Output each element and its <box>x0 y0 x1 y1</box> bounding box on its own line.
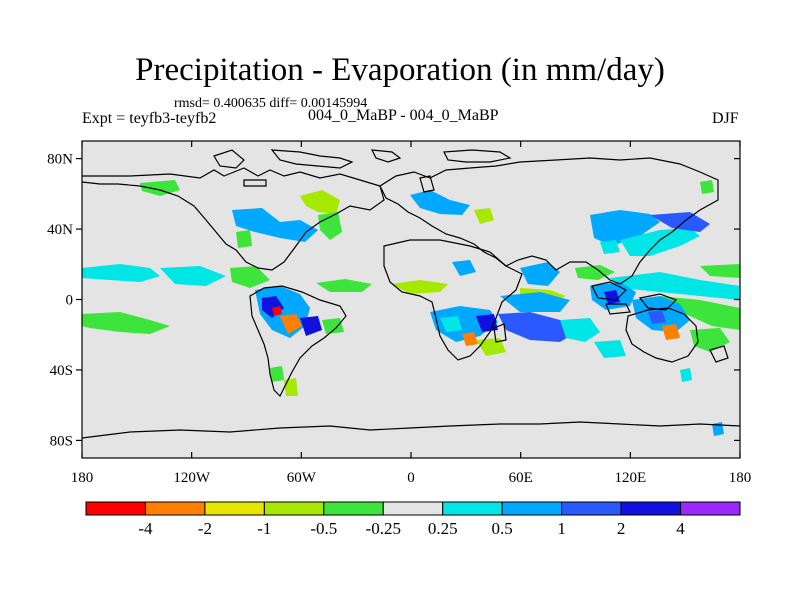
colorbar-swatch <box>323 501 384 516</box>
colorbar-label: -4 <box>138 519 153 538</box>
colorbar-label: 0.5 <box>492 519 513 538</box>
colorbar-swatch <box>263 501 325 516</box>
colorbar-swatch <box>680 501 741 516</box>
lat-tick-label: 80S <box>50 433 73 449</box>
lon-tick-label: 180 <box>729 470 752 486</box>
colorbar-label: -2 <box>198 519 212 538</box>
plot-subtitle: 004_0_MaBP - 004_0_MaBP <box>308 107 499 124</box>
colorbar-label: -1 <box>257 519 271 538</box>
longitude-axis: 180 120W 60W 0 60E 120E 180 <box>71 141 752 486</box>
season-label: DJF <box>712 110 739 127</box>
lon-tick-label: 60W <box>287 470 317 486</box>
colorbar-swatch <box>382 501 444 516</box>
colorbar-label: 1 <box>557 519 566 538</box>
colorbar-swatch <box>442 501 503 516</box>
lat-tick-label: 0 <box>66 293 74 309</box>
colorbar-label: -0.25 <box>366 519 401 538</box>
colorbar-swatch <box>561 501 622 516</box>
colorbar-swatch <box>204 501 265 516</box>
lon-tick-label: 0 <box>407 470 415 486</box>
lon-tick-label: 120W <box>173 470 211 486</box>
colorbar-label: 2 <box>617 519 626 538</box>
colorbar: -4 -2 -1 -0.5 -0.25 0.25 0.5 1 2 4 <box>85 501 741 538</box>
lat-tick-label: 40S <box>50 363 73 379</box>
experiment-label: Expt = teyfb3-teyfb2 <box>82 110 217 127</box>
colorbar-swatch <box>144 501 206 516</box>
coastlines <box>81 149 741 439</box>
colorbar-label: 4 <box>676 519 685 538</box>
lon-tick-label: 120E <box>614 470 646 486</box>
colorbar-label: -0.5 <box>310 519 337 538</box>
colorbar-label: 0.25 <box>428 519 458 538</box>
lat-tick-label: 40N <box>47 222 73 238</box>
stats-line: rmsd= 0.400635 diff= 0.00145994 <box>174 96 368 111</box>
lat-tick-label: 80N <box>47 152 73 168</box>
colorbar-swatch <box>620 501 682 516</box>
lon-tick-label: 180 <box>71 470 94 486</box>
latitude-axis: 80N 40N 0 40S 80S <box>47 152 740 449</box>
colorbar-swatch <box>85 501 146 516</box>
lon-tick-label: 60E <box>509 470 533 486</box>
plot-title: Precipitation - Evaporation (in mm/day) <box>135 52 665 88</box>
colorbar-swatch <box>501 501 563 516</box>
